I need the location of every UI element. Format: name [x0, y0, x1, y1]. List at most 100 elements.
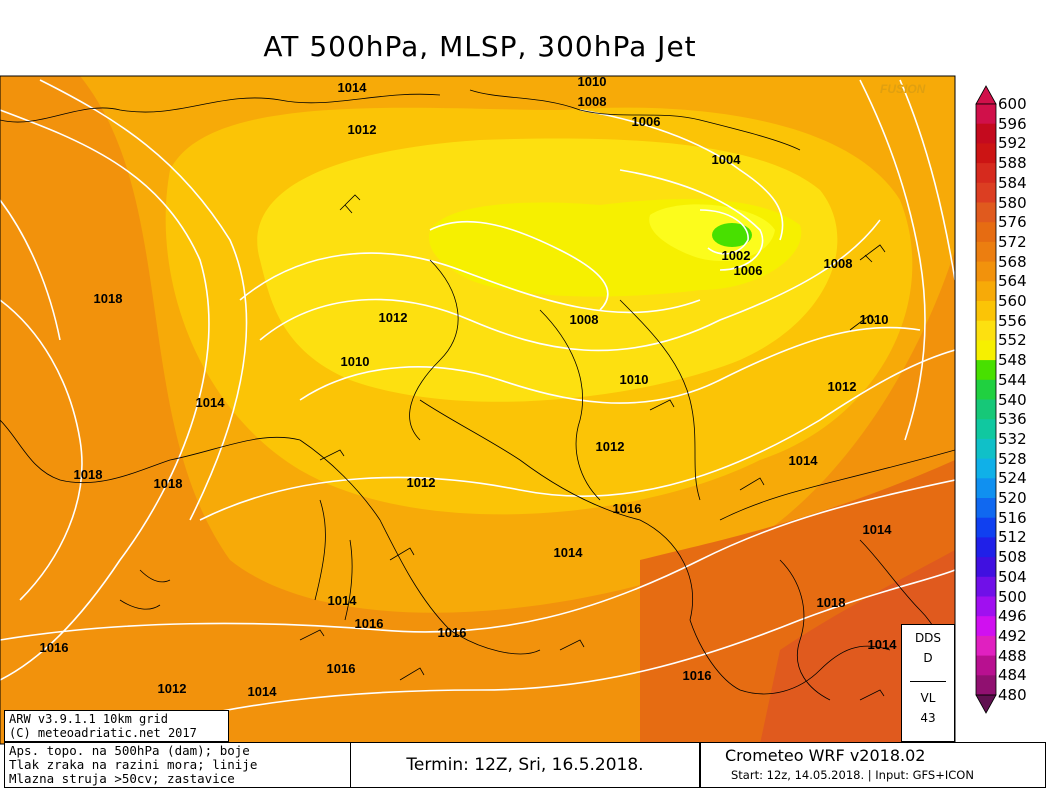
isobar-label: 1018 [74, 467, 103, 482]
legend-frame [975, 103, 997, 696]
legend-tick-label: 528 [998, 449, 1027, 468]
legend-tick-label: 576 [998, 213, 1027, 232]
legend-tick-label: 584 [998, 173, 1027, 192]
legend-tick-label: 544 [998, 370, 1027, 389]
legend-arrow-bottom [975, 694, 997, 714]
isobar-label: 1014 [248, 684, 278, 699]
legend-swatch [976, 301, 996, 322]
brand-box: Crometeo WRF v2018.02 Start: 12z, 14.05.… [700, 742, 1046, 788]
legend-swatch [976, 419, 996, 440]
legend-tick-label: 560 [998, 292, 1027, 310]
legend-tick-label: 568 [998, 252, 1027, 271]
isobar-label: 1014 [789, 453, 819, 468]
isobar-label: 1002 [722, 248, 751, 263]
dds-line4: 43 [920, 711, 936, 725]
isobar-label: 1010 [860, 312, 889, 327]
legend-tick-label: 548 [998, 351, 1027, 370]
jet-barbs [299, 194, 886, 701]
isobar-label: 1006 [632, 114, 661, 129]
legend-swatch [976, 557, 996, 578]
legend-swatch [976, 222, 996, 243]
legend-tick-label: 520 [998, 489, 1027, 507]
legend-swatch [976, 202, 996, 223]
isobar-label: 1016 [683, 668, 712, 683]
desc-line-1: Aps. topo. na 500hPa (dam); boje [9, 743, 250, 758]
legend-arrow-top [975, 85, 997, 105]
isobar-label: 1012 [348, 122, 377, 137]
copyright-text: (C) meteoadriatic.net 2017 [9, 726, 197, 740]
color-legend: 600 596 592 588 584 580 576 572 568 564 560 556 552 5… [968, 84, 1050, 724]
legend-tick-label: 524 [998, 469, 1027, 488]
legend-swatch [976, 379, 996, 400]
legend-tick-label: 532 [998, 429, 1027, 448]
legend-tick-label: 536 [998, 410, 1027, 429]
legend-tick-label: 572 [998, 232, 1027, 251]
legend-swatch [976, 596, 996, 617]
legend-swatch [976, 537, 996, 558]
legend-swatch [976, 281, 996, 302]
isobar-label: 1012 [158, 681, 187, 696]
desc-line-2: Tlak zraka na razini mora; linije [9, 757, 258, 772]
dds-line3: VL [920, 691, 936, 705]
legend-tick-label: 496 [998, 607, 1027, 626]
legend-tick-label: 504 [998, 567, 1027, 586]
termin-text: Termin: 12Z, Sri, 16.5.2018. [406, 755, 644, 775]
legend-tick-label: 516 [998, 508, 1027, 527]
isobar-label: 1006 [734, 263, 763, 278]
legend-tick-label: 564 [998, 272, 1027, 291]
legend-swatch [976, 182, 996, 203]
legend-tick-label: 580 [998, 193, 1027, 212]
geopotential-548 [712, 223, 752, 247]
legend-swatch [976, 438, 996, 460]
chart-title: AT 500hPa, MLSP, 300hPa Jet [263, 30, 697, 63]
isobar-label: 1012 [828, 379, 857, 394]
isobar-label: 1008 [570, 312, 599, 327]
legend-swatch [976, 163, 996, 184]
legend-swatch [976, 675, 996, 696]
legend-swatch [976, 517, 996, 538]
legend-tick-label: 488 [998, 646, 1027, 665]
dds-divider [910, 681, 946, 682]
isobar-label: 1008 [824, 256, 853, 271]
isobar-label: 1018 [817, 595, 846, 610]
legend-tick-label: 588 [998, 154, 1027, 173]
legend-tick-label: 596 [998, 114, 1027, 133]
legend-swatch [976, 360, 996, 381]
isobar-label: 1012 [596, 439, 625, 454]
isobar-label: 1016 [438, 625, 467, 640]
legend-swatch [976, 399, 996, 420]
legend-tick-label: 552 [998, 331, 1027, 350]
dds-line1: DDS [914, 631, 942, 645]
legend-tick-label: 512 [998, 528, 1027, 547]
legend-swatch [976, 123, 996, 144]
legend-tick-label: 508 [998, 548, 1027, 567]
isobar-label: 1018 [94, 291, 123, 306]
isobar-label: 1010 [341, 354, 370, 369]
model-version: ARW v3.9.1.1 10km grid [9, 712, 168, 726]
isobar-label: 1012 [379, 310, 408, 325]
watermark-text: FUSION [880, 82, 926, 96]
desc-line-3: Mlazna struja >50cv; zastavice [9, 771, 235, 786]
isobar-label: 1016 [40, 640, 69, 655]
legend-tick-label: 500 [998, 587, 1027, 606]
legend-tick-label: 480 [998, 686, 1027, 704]
isobar-label: 1012 [407, 475, 436, 490]
description-box: Aps. topo. na 500hPa (dam); boje Tlak zr… [4, 742, 350, 788]
legend-tick-label: 484 [998, 666, 1027, 685]
isobar-label: 1014 [328, 593, 358, 608]
isobar-label: 1010 [578, 74, 607, 89]
legend-swatch [976, 104, 996, 125]
legend-swatch [976, 616, 996, 637]
legend-tick-label: 540 [998, 390, 1027, 409]
isobar-label: 1014 [338, 80, 368, 95]
isobar-label: 1014 [863, 522, 893, 537]
isobar-label: 1008 [578, 94, 607, 109]
coastlines-borders [0, 89, 955, 701]
legend-swatch [976, 143, 996, 164]
isobar-lines [0, 79, 955, 744]
legend-swatch [976, 340, 996, 361]
legend-swatch [976, 655, 996, 676]
